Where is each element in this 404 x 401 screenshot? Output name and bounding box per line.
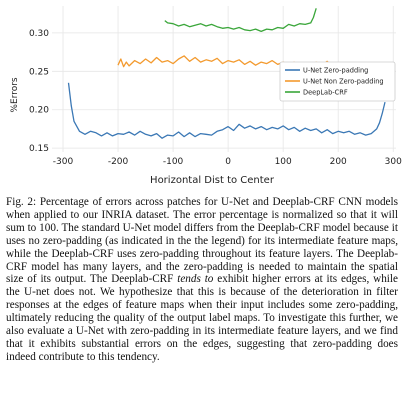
x-tick-label: -200: [108, 157, 129, 167]
legend: U-Net Zero-padding U-Net Non Zero-paddin…: [280, 62, 395, 101]
y-tick-label: 0.25: [29, 67, 49, 77]
x-tick-label: -300: [53, 157, 74, 167]
legend-label-unet-nonzero: U-Net Non Zero-padding: [303, 78, 384, 86]
y-tick-label: 0.15: [29, 144, 49, 154]
y-tick-label: 0.30: [29, 29, 49, 39]
y-tick-label: 0.20: [29, 106, 49, 116]
x-tick-label: 200: [330, 157, 347, 167]
caption-text-2: exhibit higher errors at its edges, whil…: [6, 273, 398, 362]
x-axis-label: Horizontal Dist to Center: [150, 175, 275, 186]
x-tick-label: 0: [225, 157, 231, 167]
legend-label-unet-zero: U-Net Zero-padding: [303, 67, 368, 75]
figure-caption: Fig. 2: Percentage of errors across patc…: [6, 196, 398, 364]
error-chart: -300 -200 -100 0 100 200 300 0.150.200.250.30 …: [0, 0, 404, 192]
x-tick-label: -100: [163, 157, 184, 167]
x-tick-label: 100: [275, 157, 292, 167]
legend-label-deeplab: DeepLab-CRF: [303, 89, 348, 97]
y-axis-label: %Errors: [10, 77, 20, 112]
caption-emphasis: tends to: [177, 273, 213, 285]
caption-text-1: Fig. 2: Percentage of errors across patc…: [6, 196, 398, 285]
x-tick-label: 300: [385, 157, 402, 167]
